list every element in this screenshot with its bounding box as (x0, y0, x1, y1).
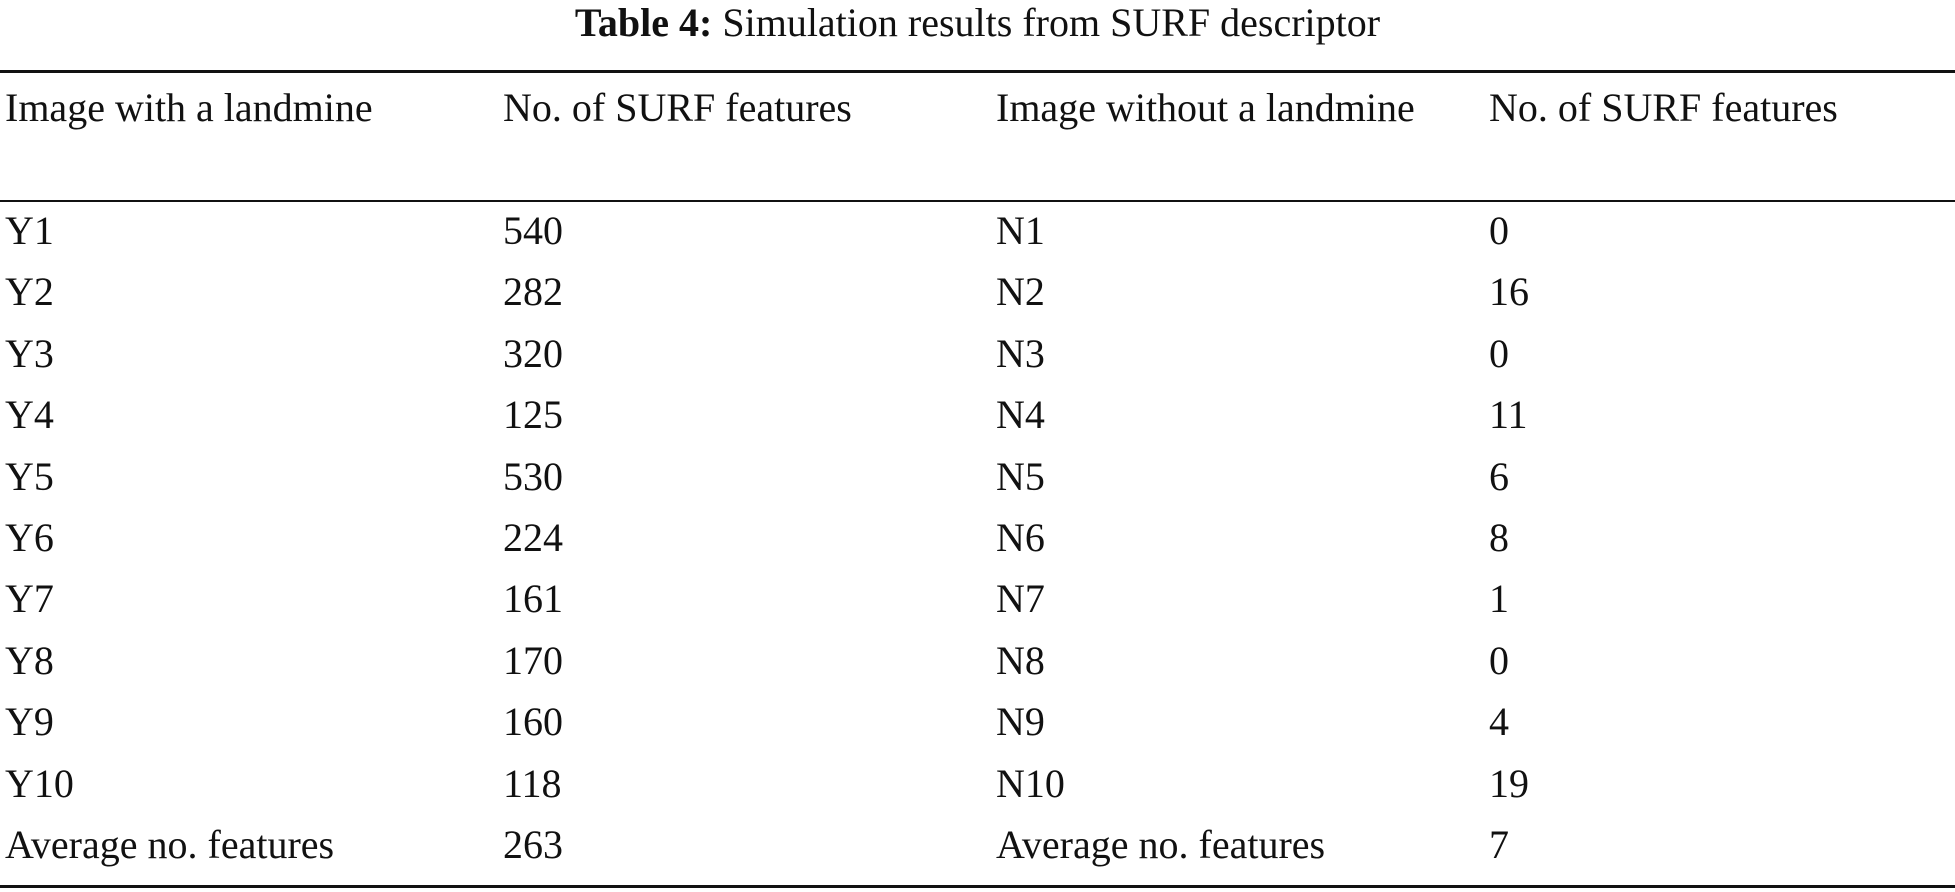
surf-features-with-cell: 282 (503, 269, 563, 315)
surf-features-with-cell: 224 (503, 515, 563, 561)
column-header-image-without-landmine: Image without a landmine (996, 85, 1415, 130)
image-with-landmine-cell: Y7 (5, 576, 54, 622)
image-without-landmine-cell: N4 (996, 392, 1045, 438)
image-with-landmine-cell: Y6 (5, 515, 54, 561)
table-row: Y9 160 N9 4 (0, 691, 1955, 752)
table-caption-text: Simulation results from SURF descriptor (722, 0, 1381, 45)
image-with-landmine-cell: Y9 (5, 699, 54, 745)
table-header-row: Image with a landmine No. of SURF featur… (0, 73, 1955, 200)
image-without-landmine-cell: N9 (996, 699, 1045, 745)
surf-features-with-cell: 161 (503, 576, 563, 622)
table-row: Y1 540 N1 0 (0, 200, 1955, 261)
surf-features-with-cell: 320 (503, 330, 563, 376)
table-body: Y1 540 N1 0 Y2 282 N2 16 Y3 320 N3 0 Y4 125 N4 11 Y5 530 N… (0, 200, 1955, 875)
surf-features-with-cell: 170 (503, 637, 563, 683)
column-header-surf-features-without: No. of SURF features (1489, 85, 1838, 130)
table-row: Y3 320 N3 0 (0, 323, 1955, 384)
average-row: Average no. features 263 Average no. featu… (0, 814, 1955, 875)
image-without-landmine-cell: Average no. features (996, 822, 1326, 868)
surf-features-with-cell: 160 (503, 699, 563, 745)
surf-features-without-cell: 0 (1489, 208, 1509, 253)
surf-features-without-cell: 6 (1489, 453, 1509, 499)
image-without-landmine-cell: N3 (996, 330, 1045, 376)
image-without-landmine-cell: N10 (996, 760, 1065, 806)
table-row: Y6 224 N6 8 (0, 507, 1955, 568)
surf-features-without-cell: 8 (1489, 515, 1509, 561)
image-without-landmine-cell: N5 (996, 453, 1045, 499)
table-row: Y2 282 N2 16 (0, 261, 1955, 322)
table-caption: Table 4: Simulation results from SURF de… (0, 0, 1955, 48)
image-with-landmine-cell: Y8 (5, 637, 54, 683)
surf-features-without-cell: 11 (1489, 392, 1528, 438)
surf-features-without-cell: 19 (1489, 760, 1529, 806)
surf-features-with-cell: 530 (503, 453, 563, 499)
image-with-landmine-cell: Y3 (5, 330, 54, 376)
results-table: Image with a landmine No. of SURF featur… (0, 73, 1955, 875)
surf-features-with-cell: 540 (503, 208, 563, 253)
surf-features-without-cell: 16 (1489, 269, 1529, 315)
image-with-landmine-cell: Y5 (5, 453, 54, 499)
image-without-landmine-cell: N7 (996, 576, 1045, 622)
surf-features-with-cell: 263 (503, 822, 563, 868)
table-header-rule (0, 200, 1955, 202)
table-row: Y7 161 N7 1 (0, 568, 1955, 629)
surf-features-with-cell: 125 (503, 392, 563, 438)
surf-features-without-cell: 4 (1489, 699, 1509, 745)
image-without-landmine-cell: N6 (996, 515, 1045, 561)
surf-features-with-cell: 118 (503, 760, 562, 806)
table-row: Y8 170 N8 0 (0, 630, 1955, 691)
image-with-landmine-cell: Y2 (5, 269, 54, 315)
column-header-image-with-landmine: Image with a landmine (5, 85, 373, 130)
table-row: Y10 118 N10 19 (0, 753, 1955, 814)
surf-features-without-cell: 1 (1489, 576, 1509, 622)
image-with-landmine-cell: Y10 (5, 760, 74, 806)
surf-features-without-cell: 0 (1489, 330, 1509, 376)
table-top-rule (0, 70, 1955, 73)
surf-features-without-cell: 0 (1489, 637, 1509, 683)
column-header-surf-features-with: No. of SURF features (503, 85, 852, 130)
table-row: Y4 125 N4 11 (0, 384, 1955, 445)
table-bottom-rule (0, 885, 1955, 888)
image-with-landmine-cell: Average no. features (5, 822, 335, 868)
image-without-landmine-cell: N8 (996, 637, 1045, 683)
image-without-landmine-cell: N1 (996, 208, 1045, 253)
table-row: Y5 530 N5 6 (0, 446, 1955, 507)
image-with-landmine-cell: Y1 (5, 208, 54, 253)
image-without-landmine-cell: N2 (996, 269, 1045, 315)
surf-features-without-cell: 7 (1489, 822, 1509, 868)
table-caption-label: Table 4: (574, 0, 713, 45)
image-with-landmine-cell: Y4 (5, 392, 54, 438)
